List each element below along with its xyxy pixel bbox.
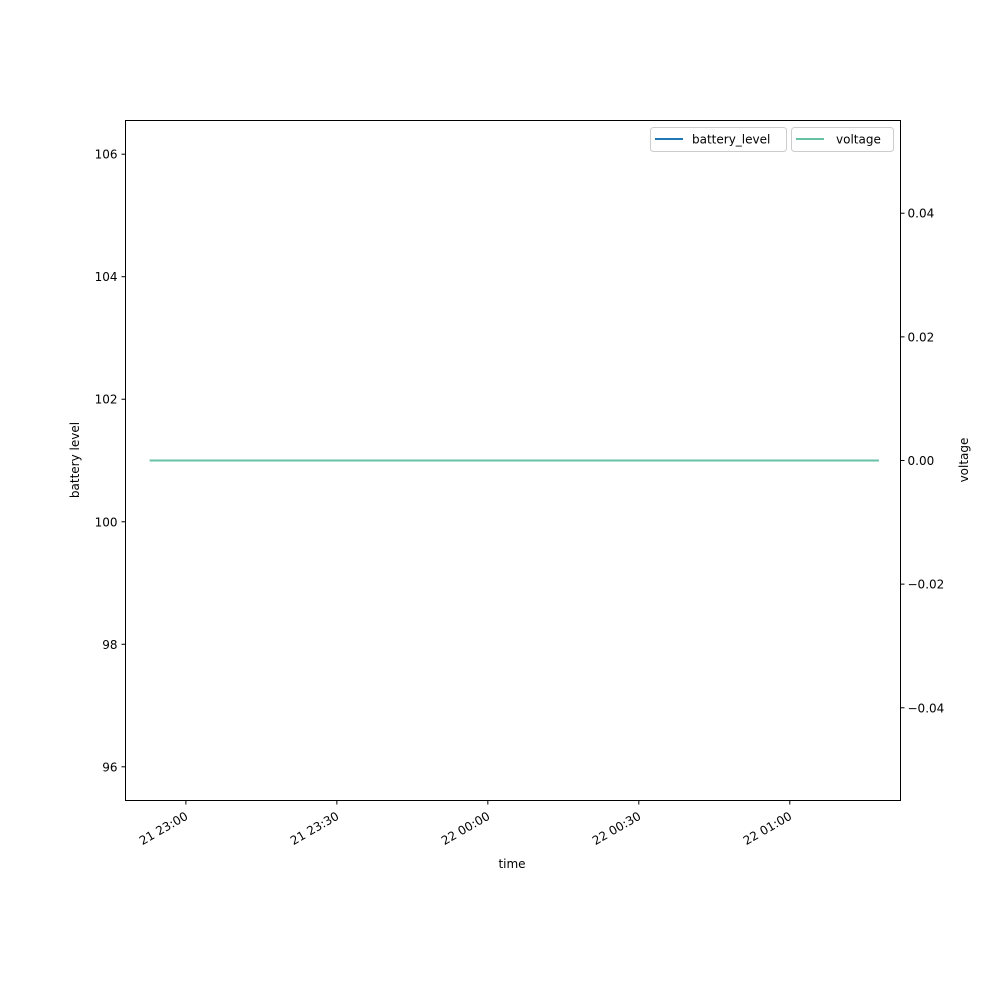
x-tick-label: 21 23:00	[137, 809, 190, 848]
left-y-tick-label: 104	[95, 270, 118, 284]
right-y-tick-label: −0.02	[908, 578, 945, 592]
left-y-tick-label: 100	[95, 515, 118, 529]
x-tick-label: 21 23:30	[288, 809, 341, 848]
x-tick-label: 22 00:00	[439, 809, 492, 848]
right-y-tick-label: −0.04	[908, 701, 945, 715]
right-y-tick-label: 0.00	[908, 454, 935, 468]
left-y-tick-label: 96	[102, 760, 117, 774]
x-tick-label: 22 01:00	[741, 809, 794, 848]
right-y-axis-label: voltage	[957, 438, 971, 483]
left-y-axis-label: battery level	[68, 422, 82, 498]
legend-voltage-label: voltage	[836, 133, 881, 147]
left-y-tick-label: 106	[95, 148, 118, 162]
left-y-tick-label: 98	[102, 638, 117, 652]
legend-voltage: voltage	[791, 127, 894, 152]
left-y-tick-label: 102	[95, 393, 118, 407]
x-tick-label: 22 00:30	[590, 809, 643, 848]
right-y-axis-ticks: −0.04 −0.02 0.00 0.02 0.04	[900, 207, 945, 715]
x-axis-label: time	[498, 857, 525, 871]
x-axis-ticks: 21 23:00 21 23:30 22 00:00 22 00:30 22 01:00	[137, 800, 794, 848]
legend-battery: battery_level	[650, 127, 787, 152]
left-y-axis-ticks: 96 98 100 102 104 106	[95, 148, 126, 774]
legend-battery-label: battery_level	[692, 133, 770, 147]
right-y-tick-label: 0.04	[908, 207, 935, 221]
right-y-tick-label: 0.02	[908, 330, 935, 344]
